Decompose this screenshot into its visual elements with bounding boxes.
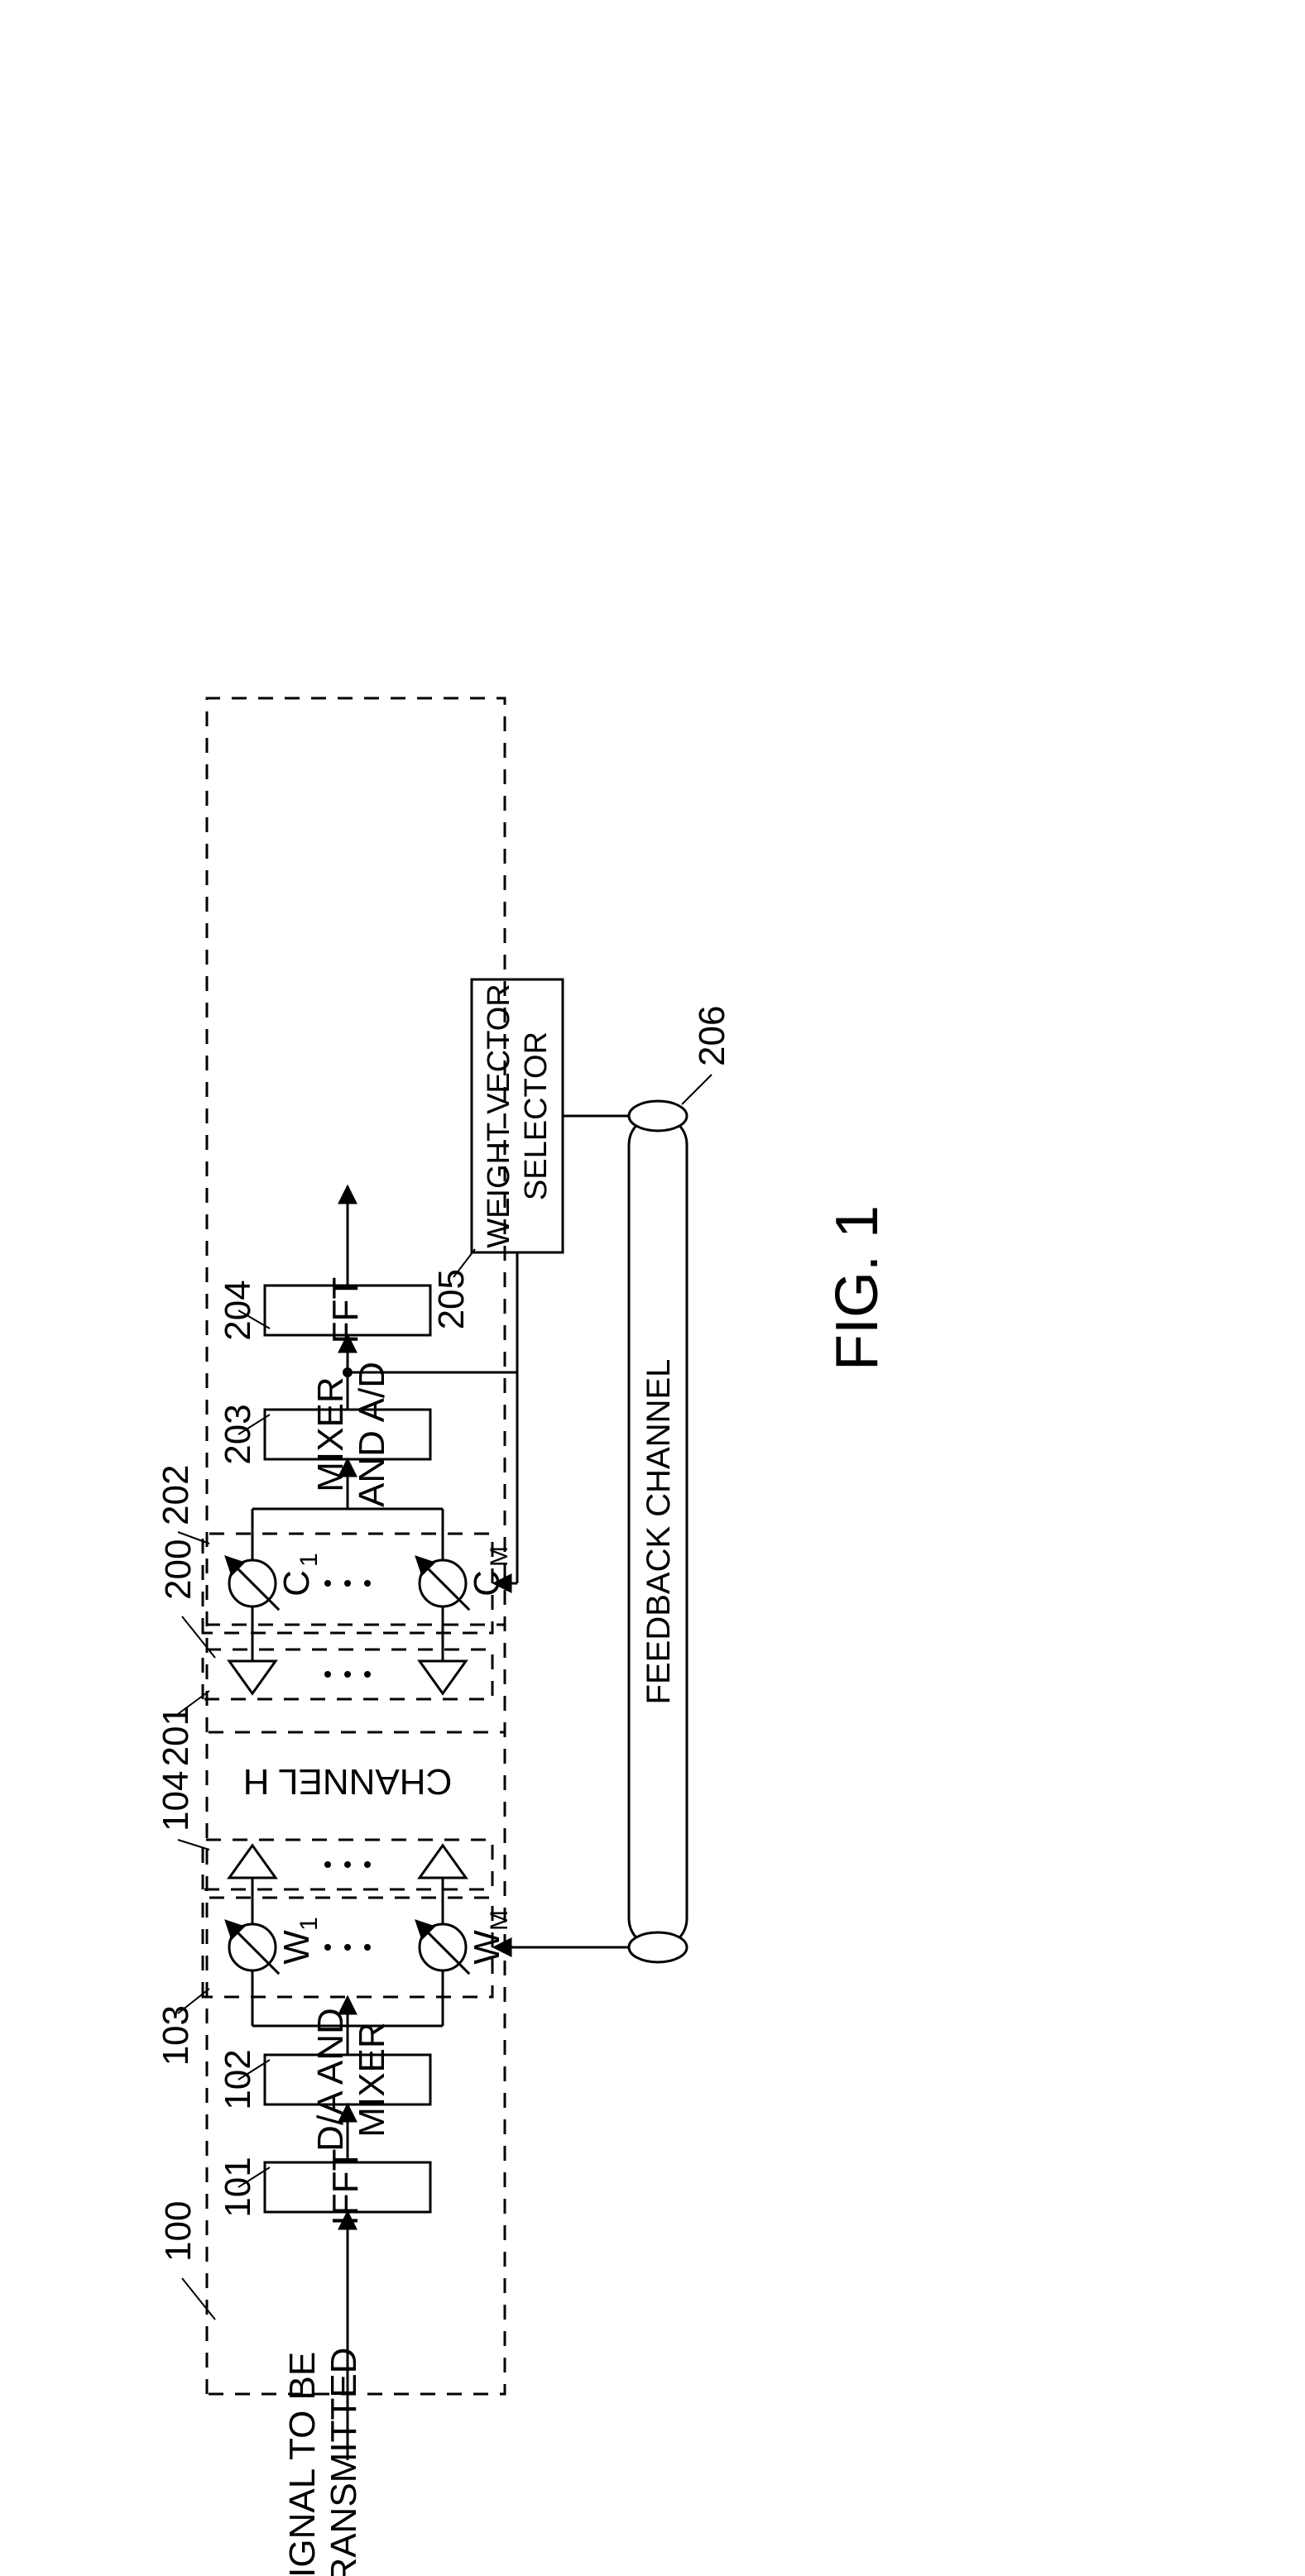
ref-203: 203 [218,1404,258,1464]
feedback-label: FEEDBACK CHANNEL [641,1359,677,1705]
channel-label: CHANNEL H [243,1761,453,1802]
rx-box [207,698,505,1732]
antenna-icon [229,1846,276,1878]
wvs-label2: SELECTOR [519,1032,554,1200]
figure-caption: FIG. 1 [824,1205,890,1371]
antenna-icon [229,1661,276,1693]
vdots [364,1944,371,1951]
ref-201: 201 [156,1706,196,1766]
mix-label1: MIXER [310,1377,351,1491]
phase-sub: 1 [295,1917,323,1931]
input-label: SIGNAL TO BE [282,2352,323,2576]
leader [182,2278,215,2320]
vdots [344,1580,351,1587]
phase-label: C [276,1570,317,1597]
vdots [324,1580,331,1587]
vdots [344,1944,351,1951]
phase-arrow [226,1921,279,1974]
ref-206: 206 [692,1006,732,1066]
antenna-icon [420,1661,466,1693]
input-label: TRANSMITTED [324,2348,364,2576]
phase-arrow [226,1557,279,1610]
ref-204: 204 [218,1280,258,1340]
da-label2: MIXER [352,2022,392,2137]
phase-arrow [416,1921,469,1974]
ref-200: 200 [158,1539,199,1600]
ifft-label: IFFT [325,2149,366,2226]
ref-101: 101 [218,2157,258,2217]
phase-arrow [416,1557,469,1610]
feedback-end [629,1101,687,1131]
ref-202: 202 [156,1465,196,1525]
ref-103: 103 [156,2005,196,2066]
vdots [364,1580,371,1587]
vdots [364,1861,371,1868]
diagram-root: SIGNAL TO BETRANSMITTED 100 IFFT 101 D/A AND… [156,698,890,2576]
fft-label: FFT [325,1277,366,1344]
phase-sub: M [486,1546,513,1567]
phase-label: W [276,1930,317,1965]
mix-label2: AND A/D [352,1362,392,1507]
ref-104: 104 [156,1771,196,1831]
wvs-label1: WEIGHT VECTOR [482,984,516,1248]
vdots [324,1861,331,1868]
leader [178,1840,209,1850]
leader [682,1075,712,1104]
antenna-icon [420,1846,466,1878]
ref-102: 102 [218,2049,258,2109]
leader [182,1616,215,1658]
phase-sub: 1 [295,1553,323,1567]
vdots [324,1671,331,1678]
vdots [364,1671,371,1678]
vdots [344,1861,351,1868]
ref-205: 205 [431,1269,472,1329]
vdots [344,1671,351,1678]
phase-sub: M [486,1910,513,1931]
feedback-end [629,1932,687,1962]
vdots [324,1944,331,1951]
da-label1: D/A AND [310,2008,351,2152]
ref-100: 100 [158,2201,199,2262]
